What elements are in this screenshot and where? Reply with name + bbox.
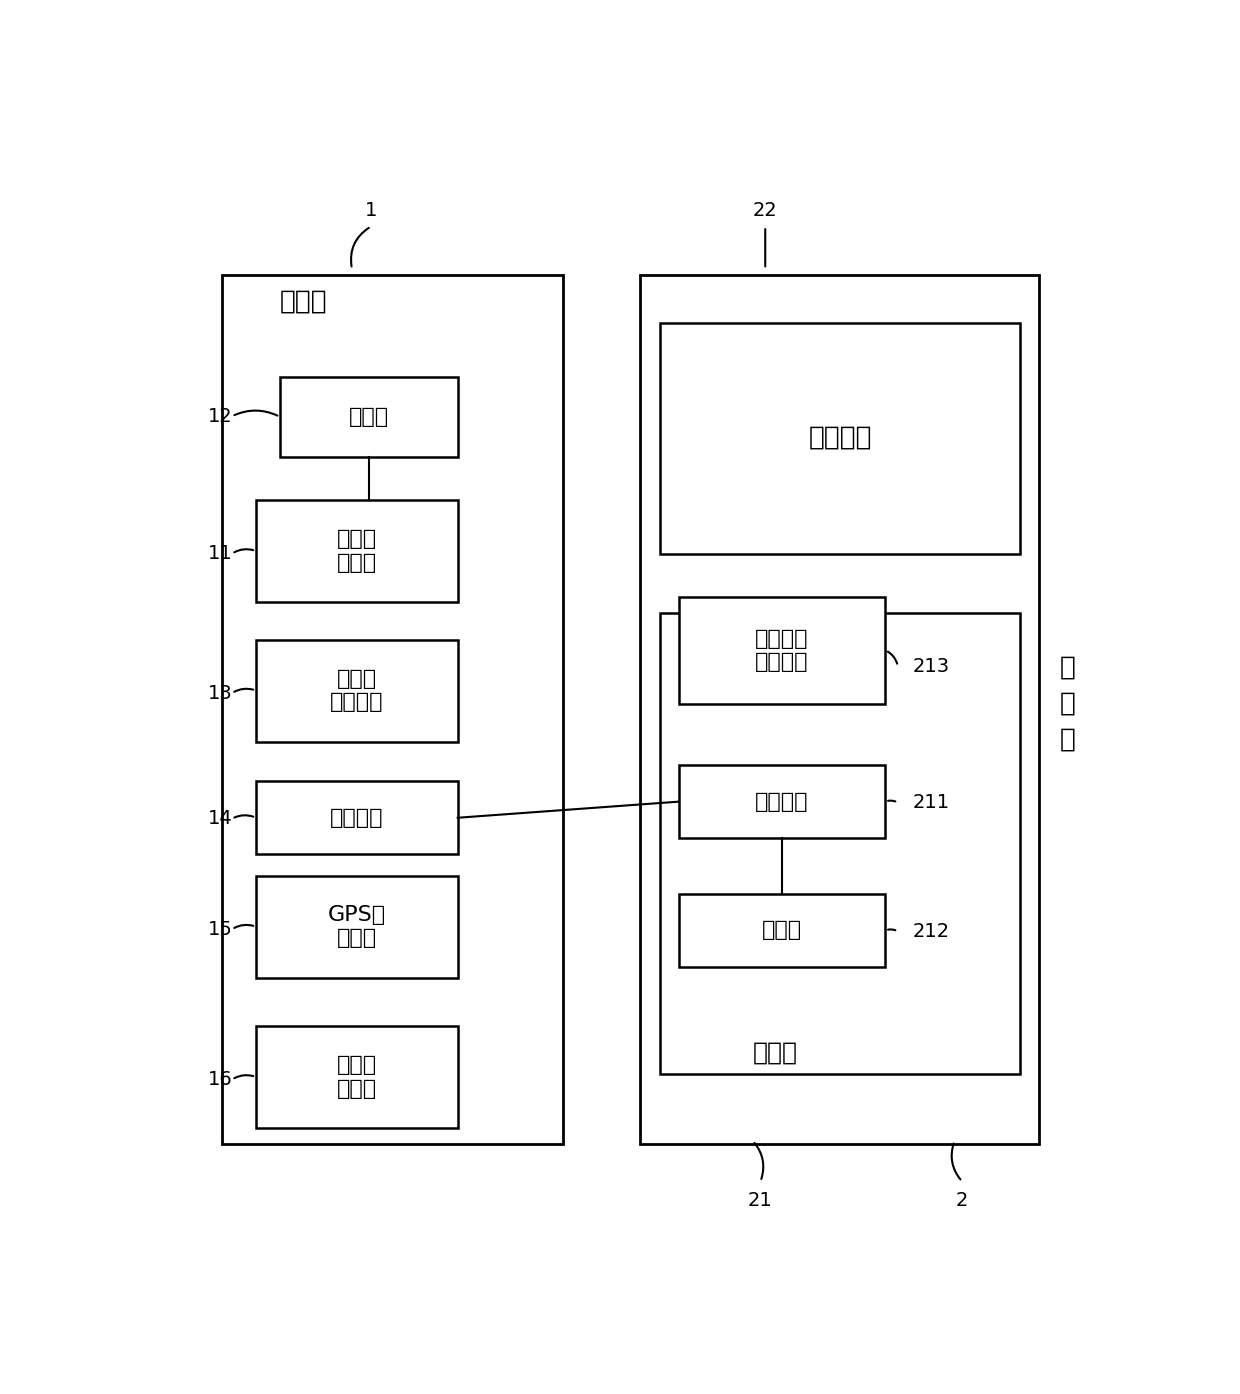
Bar: [255, 781, 458, 855]
Text: 充电站
匹配模块: 充电站 匹配模块: [330, 669, 383, 712]
Text: 16: 16: [208, 1071, 233, 1089]
Text: 充电桩: 充电桩: [753, 1041, 797, 1065]
Bar: [640, 275, 1039, 1144]
Text: 22: 22: [753, 201, 777, 220]
Text: 1: 1: [365, 201, 377, 220]
Text: 充
电
站: 充 电 站: [1060, 655, 1076, 753]
Bar: [678, 765, 885, 838]
Text: 213: 213: [913, 657, 950, 676]
Bar: [255, 875, 458, 977]
Text: 13: 13: [208, 683, 233, 703]
Bar: [660, 323, 1021, 553]
Text: 电量检
测模块: 电量检 测模块: [337, 530, 377, 573]
Text: 2: 2: [956, 1192, 968, 1210]
Bar: [255, 1026, 458, 1128]
Bar: [678, 597, 885, 704]
Text: 电动车: 电动车: [280, 289, 327, 315]
Text: 充电接口: 充电接口: [330, 807, 383, 828]
Text: 图像采集
识别模块: 图像采集 识别模块: [755, 629, 808, 672]
Bar: [678, 894, 885, 967]
Text: 停车位置: 停车位置: [808, 425, 872, 450]
Text: 定位导
航模块: 定位导 航模块: [337, 1055, 377, 1098]
Text: 机械手: 机械手: [763, 920, 802, 941]
Text: 11: 11: [208, 544, 233, 563]
Text: 充电插头: 充电插头: [755, 792, 808, 811]
Text: 212: 212: [913, 921, 950, 941]
Text: GPS定
位模块: GPS定 位模块: [327, 905, 386, 948]
Text: 21: 21: [748, 1192, 773, 1210]
Bar: [280, 376, 458, 457]
Bar: [255, 640, 458, 742]
Bar: [222, 275, 563, 1144]
Text: 电池包: 电池包: [348, 407, 389, 427]
Text: 15: 15: [208, 920, 233, 940]
Bar: [660, 613, 1021, 1075]
Text: 14: 14: [208, 810, 233, 828]
Bar: [255, 500, 458, 602]
Text: 12: 12: [208, 407, 233, 425]
Text: 211: 211: [913, 793, 950, 813]
